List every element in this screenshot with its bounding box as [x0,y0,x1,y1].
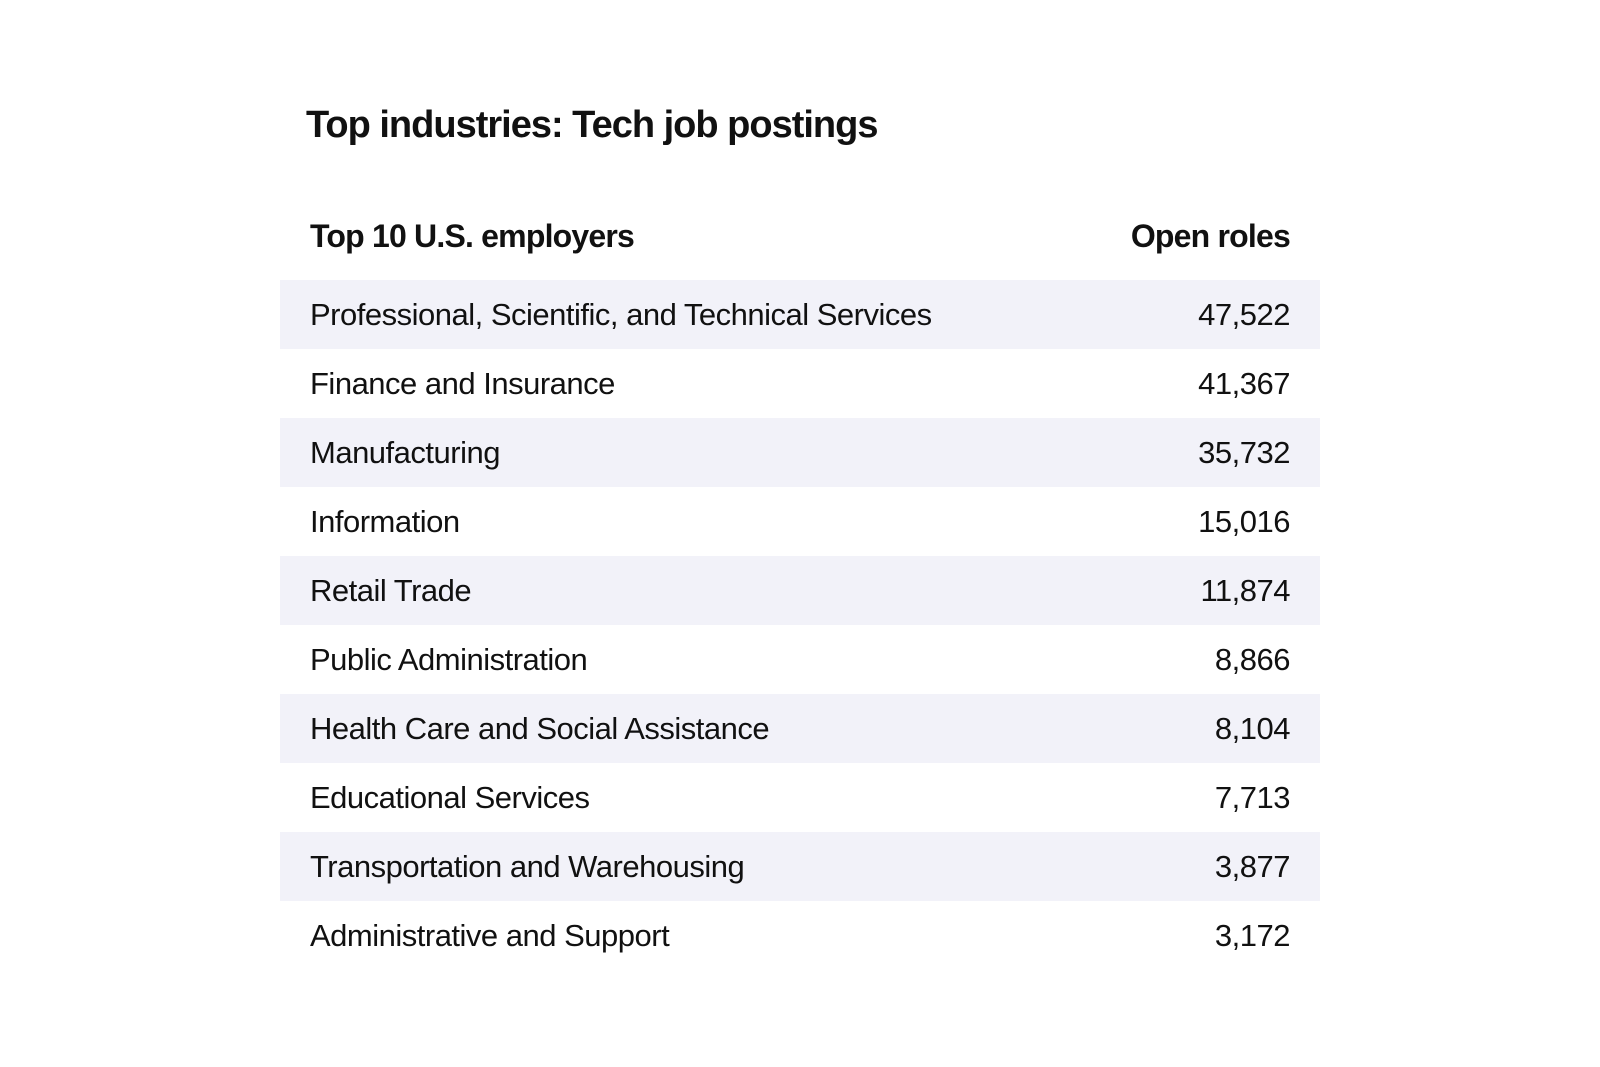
table-row: Finance and Insurance 41,367 [280,349,1320,418]
industry-cell: Finance and Insurance [310,365,615,401]
column-header-open-roles: Open roles [1130,218,1291,254]
open-roles-cell: 11,874 [1200,572,1290,608]
open-roles-cell: 7,713 [1214,779,1291,815]
open-roles-cell: 8,104 [1214,710,1291,746]
industry-cell: Retail Trade [310,572,472,608]
table-header-row: Top 10 U.S. employers Open roles [280,218,1320,255]
industry-cell: Professional, Scientific, and Technical … [310,296,932,332]
table-row: Information 15,016 [280,487,1320,556]
table-row: Administrative and Support 3,172 [280,901,1320,970]
industry-cell: Manufacturing [310,434,500,470]
table-body: Professional, Scientific, and Technical … [280,280,1320,970]
open-roles-cell: 41,367 [1198,365,1290,401]
open-roles-cell: 3,877 [1214,848,1291,884]
industry-cell: Educational Services [310,779,590,815]
open-roles-cell: 47,522 [1198,296,1290,332]
open-roles-cell: 3,172 [1214,917,1291,953]
table-row: Retail Trade 11,874 [280,556,1320,625]
industry-cell: Transportation and Warehousing [310,848,745,884]
industry-cell: Administrative and Support [310,917,670,953]
table-row: Educational Services 7,713 [280,763,1320,832]
open-roles-cell: 15,016 [1198,503,1290,539]
table-row: Health Care and Social Assistance 8,104 [280,694,1320,763]
industry-cell: Information [310,503,460,539]
page-title: Top industries: Tech job postings [306,104,878,146]
open-roles-cell: 35,732 [1198,434,1290,470]
industry-cell: Health Care and Social Assistance [310,710,770,746]
table-row: Public Administration 8,866 [280,625,1320,694]
column-header-employers: Top 10 U.S. employers [310,218,635,254]
table-row: Professional, Scientific, and Technical … [280,280,1320,349]
table-row: Manufacturing 35,732 [280,418,1320,487]
industry-cell: Public Administration [310,641,588,677]
table-row: Transportation and Warehousing 3,877 [280,832,1320,901]
open-roles-cell: 8,866 [1214,641,1291,677]
